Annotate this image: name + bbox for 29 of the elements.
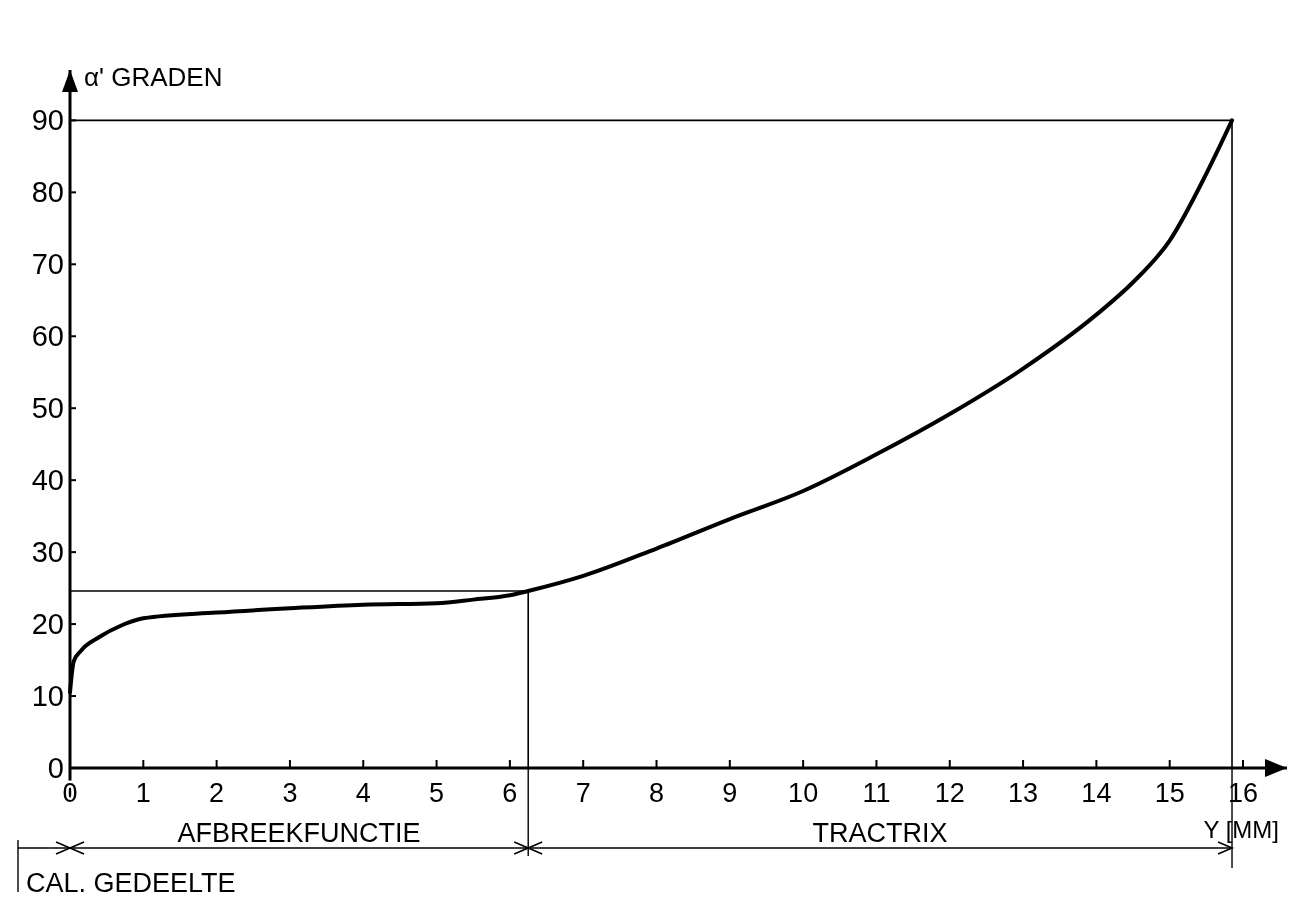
y-tick-label: 70	[31, 248, 64, 281]
x-tick-label: 3	[282, 778, 298, 808]
y-tick-label: 0	[47, 752, 64, 784]
x-tick-label: 11	[862, 778, 891, 808]
x-tick-label: 15	[1154, 778, 1185, 808]
y-tick-label: 20	[31, 608, 64, 641]
x-tick-label: 13	[1008, 778, 1039, 808]
x-tick-label: 12	[934, 778, 965, 808]
x-tick-label: 7	[575, 778, 591, 808]
y-tick-label: 30	[31, 536, 64, 569]
x-tick-label: 5	[429, 778, 445, 808]
x-tick-label: 6	[502, 778, 518, 808]
text: CAL. GEDEELTE	[26, 868, 236, 898]
x-tick-label: 9	[722, 778, 738, 808]
y-tick-label: 50	[31, 392, 64, 425]
y-tick-label: 60	[31, 320, 64, 353]
text: TRACTRIX	[812, 818, 948, 848]
x-tick-label: 4	[355, 778, 371, 808]
text: AFBREEKFUNCTIE	[177, 818, 421, 848]
y-tick-label: 10	[31, 680, 64, 713]
y-tick-label: 90	[31, 104, 64, 137]
x-tick-label: 2	[209, 778, 225, 808]
x-tick-label: 1	[135, 778, 151, 808]
x-tick-label: 14	[1081, 778, 1112, 808]
y-axis-title: α' GRADEN	[84, 62, 223, 92]
y-tick-label: 40	[31, 464, 64, 497]
y-tick-label: 80	[31, 176, 64, 209]
x-tick-label: 8	[648, 778, 665, 808]
x-tick-label: 10	[788, 778, 819, 808]
